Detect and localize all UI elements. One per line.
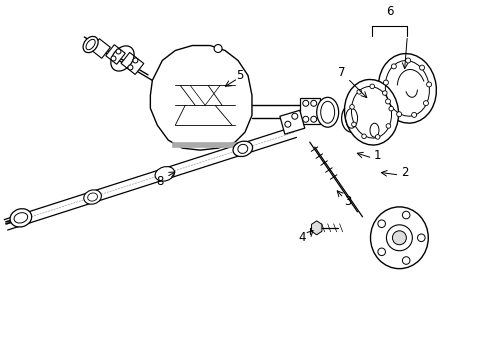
Circle shape: [111, 56, 116, 61]
Polygon shape: [121, 53, 143, 75]
Circle shape: [128, 65, 133, 70]
Ellipse shape: [344, 80, 398, 145]
Polygon shape: [172, 142, 238, 147]
Circle shape: [369, 84, 374, 89]
Circle shape: [385, 99, 390, 104]
Circle shape: [310, 116, 316, 122]
Circle shape: [419, 65, 424, 70]
Circle shape: [392, 231, 406, 245]
Circle shape: [377, 248, 385, 256]
Circle shape: [382, 91, 386, 95]
Circle shape: [285, 121, 290, 127]
Text: 3: 3: [343, 195, 350, 208]
Ellipse shape: [86, 39, 95, 50]
Text: 4: 4: [297, 231, 305, 244]
Ellipse shape: [378, 54, 435, 123]
Polygon shape: [299, 98, 319, 124]
Ellipse shape: [83, 190, 101, 204]
Circle shape: [417, 234, 424, 242]
Ellipse shape: [366, 119, 382, 141]
Text: 1: 1: [373, 149, 381, 162]
Circle shape: [390, 64, 396, 69]
Circle shape: [402, 257, 409, 264]
Circle shape: [310, 100, 316, 106]
Ellipse shape: [83, 36, 98, 53]
Circle shape: [377, 220, 385, 228]
Circle shape: [361, 134, 366, 139]
Polygon shape: [91, 39, 110, 58]
Text: 8: 8: [156, 175, 163, 189]
Circle shape: [423, 101, 427, 105]
Circle shape: [291, 113, 297, 119]
Circle shape: [214, 45, 222, 53]
Polygon shape: [150, 45, 251, 150]
Polygon shape: [311, 221, 321, 235]
Circle shape: [133, 58, 138, 63]
Circle shape: [388, 106, 393, 111]
Polygon shape: [105, 45, 125, 64]
Circle shape: [386, 225, 411, 251]
Circle shape: [349, 105, 354, 109]
Circle shape: [396, 112, 401, 117]
Polygon shape: [279, 110, 304, 134]
Circle shape: [356, 90, 361, 94]
Circle shape: [302, 116, 308, 122]
Circle shape: [405, 58, 410, 63]
Circle shape: [426, 82, 431, 87]
Ellipse shape: [341, 104, 361, 132]
Text: 7: 7: [337, 66, 345, 79]
Circle shape: [375, 135, 379, 139]
Circle shape: [386, 124, 390, 128]
Text: 6: 6: [385, 5, 392, 18]
Text: 2: 2: [400, 166, 407, 179]
Circle shape: [402, 211, 409, 219]
Ellipse shape: [316, 97, 338, 127]
Circle shape: [351, 122, 355, 127]
Circle shape: [411, 112, 416, 117]
Ellipse shape: [155, 167, 174, 181]
Ellipse shape: [233, 141, 252, 157]
Text: 5: 5: [236, 69, 243, 82]
Circle shape: [116, 49, 121, 54]
Ellipse shape: [370, 207, 427, 269]
Ellipse shape: [10, 209, 32, 227]
Circle shape: [383, 80, 387, 85]
Circle shape: [302, 100, 308, 106]
